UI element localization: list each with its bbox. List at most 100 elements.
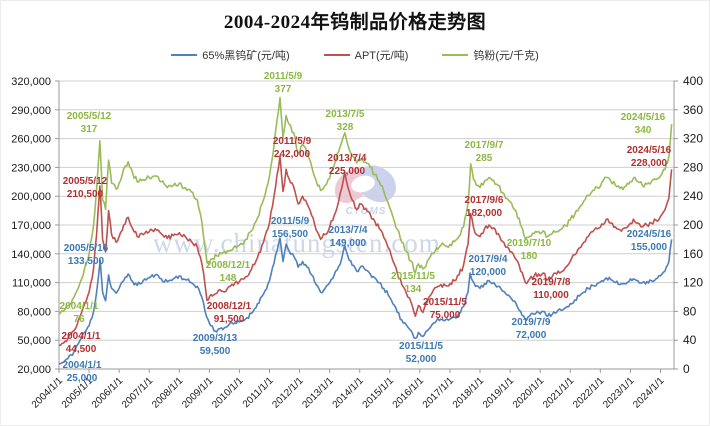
annotation-value: 59,500: [200, 346, 231, 357]
annotation-date: 2005/5/12: [63, 176, 108, 187]
annotation-date: 2011/5/9: [273, 136, 312, 147]
annotation-date: 2019/7/10: [507, 238, 552, 249]
legend-line-sample-green: [442, 54, 469, 56]
y-axis-label-right: 120: [683, 276, 703, 290]
series-line-apt: [58, 155, 673, 347]
series-line-tungsten-powder: [58, 96, 673, 315]
annotation-date: 2008/12/1: [207, 301, 252, 312]
x-axis-label: 2011/1/1: [241, 375, 276, 410]
x-axis-label: 2016/1/1: [391, 375, 427, 411]
x-axis-label: 2010/1/1: [210, 375, 246, 411]
annotation-date: 2024/5/16: [627, 229, 672, 240]
y-axis-label-right: 40: [683, 333, 697, 347]
x-axis-label: 2022/1/1: [571, 375, 607, 411]
annotation-value: 155,000: [631, 242, 668, 253]
annotation-value: 44,500: [66, 344, 97, 355]
x-axis-label: 2007/1/1: [120, 375, 156, 411]
legend-item-tungsten-powder: 钨粉(元/千克): [442, 47, 539, 63]
annotation-date: 2019/7/9: [512, 317, 551, 328]
annotation-date: 2017/9/4: [469, 254, 508, 265]
y-axis-label-right: 0: [683, 362, 690, 376]
legend-item-black-tungsten-ore: 65%黑钨矿(元/吨): [171, 47, 290, 63]
y-axis-label-right: 360: [683, 103, 703, 117]
y-axis-label-left: 200,000: [11, 191, 51, 203]
x-axis-label: 2021/1/1: [541, 375, 577, 411]
annotation-value: 25,000: [67, 373, 98, 384]
chart-title: 2004-2024年钨制品价格走势图: [223, 12, 487, 33]
legend-label: APT(元/吨): [354, 50, 409, 62]
y-axis-label-right: 280: [683, 160, 703, 174]
annotation-date: 2009/3/13: [193, 333, 238, 344]
x-axis-label: 2009/1/1: [180, 375, 216, 411]
y-axis-label-right: 320: [683, 132, 703, 146]
annotation-value: 340: [635, 125, 652, 136]
annotation-value: 180: [521, 251, 538, 262]
y-axis-label-left: 170,000: [11, 220, 51, 232]
annotation-value: 317: [81, 124, 98, 135]
annotation-date: 2015/11/5: [423, 297, 467, 308]
annotation-date: 2015/11/5: [399, 341, 443, 352]
annotation-value: 120,000: [470, 267, 507, 278]
x-axis-label: 2013/1/1: [300, 375, 336, 411]
annotation-date: 2005/5/16: [64, 243, 109, 254]
annotation-value: 377: [275, 84, 292, 95]
x-axis-label: 2019/1/1: [481, 375, 517, 411]
y-axis-label-left: 260,000: [11, 134, 51, 146]
annotation-date: 2017/9/7: [465, 140, 504, 151]
y-axis-label-left: 50,000: [17, 335, 51, 347]
annotation-value: 182,000: [466, 208, 503, 219]
y-axis-label-left: 320,000: [11, 76, 51, 88]
annotation-date: 2011/5/9: [271, 216, 310, 227]
chart-legend: 65%黑钨矿(元/吨) APT(元/吨) 钨粉(元/千克): [1, 47, 709, 63]
y-axis-label-right: 400: [683, 74, 703, 88]
x-axis-label: 2014/1/1: [331, 375, 367, 411]
x-axis-label: 2017/1/1: [421, 375, 457, 411]
y-axis-label-left: 230,000: [11, 162, 51, 174]
x-axis-label: 2018/1/1: [451, 375, 487, 411]
legend-label: 65%黑钨矿(元/吨): [202, 50, 290, 62]
annotation-date: 2024/5/16: [621, 112, 666, 123]
annotation-date: 2011/5/9: [264, 71, 303, 82]
y-axis-label-left: 110,000: [12, 278, 51, 290]
legend-line-sample-blue: [171, 54, 198, 56]
x-axis-label: 2020/1/1: [511, 375, 547, 411]
annotation-date: 2017/9/6: [465, 195, 504, 206]
annotation-value: 76: [73, 314, 85, 325]
annotation-date: 2013/7/4: [329, 225, 368, 236]
annotation-date: 2019/7/8: [532, 277, 571, 288]
annotation-value: 149,000: [330, 238, 367, 249]
y-axis-label-right: 200: [683, 218, 703, 232]
annotation-value: 110,000: [533, 290, 569, 301]
annotation-date: 2024/5/16: [627, 145, 672, 156]
annotation-value: 91,500: [214, 314, 245, 325]
annotation-value: 228,000: [631, 158, 668, 169]
annotation-date: 2013/7/5: [326, 109, 365, 120]
y-axis-label-left: 20,000: [17, 364, 51, 376]
legend-line-sample-red: [323, 54, 350, 56]
annotation-date: 2004/1/1: [62, 331, 101, 342]
annotation-date: 2008/12/1: [206, 260, 251, 271]
annotation-value: 75,000: [430, 310, 461, 321]
annotation-value: 72,000: [516, 330, 547, 341]
x-axis-label: 2008/1/1: [150, 375, 186, 411]
y-axis-label-left: 290,000: [11, 105, 51, 117]
legend-item-apt: APT(元/吨): [323, 47, 409, 63]
legend-label: 钨粉(元/千克): [473, 50, 539, 62]
annotation-value: 328: [337, 122, 354, 133]
annotation-date: 2004/1/1: [60, 301, 99, 312]
y-axis-label-left: 140,000: [11, 249, 51, 261]
series-line-black-tungsten-ore: [58, 237, 673, 365]
annotation-value: 134: [405, 284, 422, 295]
x-axis-label: 2023/1/1: [601, 375, 637, 411]
annotation-value: 242,000: [274, 149, 311, 160]
annotation-date: 2005/5/12: [67, 111, 112, 122]
annotation-value: 133,500: [68, 256, 105, 267]
x-axis-label: 2004/1/1: [30, 375, 66, 411]
x-axis-label: 2024/1/1: [631, 375, 667, 411]
annotation-value: 156,500: [272, 229, 309, 240]
y-axis-label-right: 80: [683, 304, 697, 318]
y-axis-label-left: 80,000: [17, 306, 51, 318]
x-axis-label: 2015/1/1: [361, 375, 397, 411]
